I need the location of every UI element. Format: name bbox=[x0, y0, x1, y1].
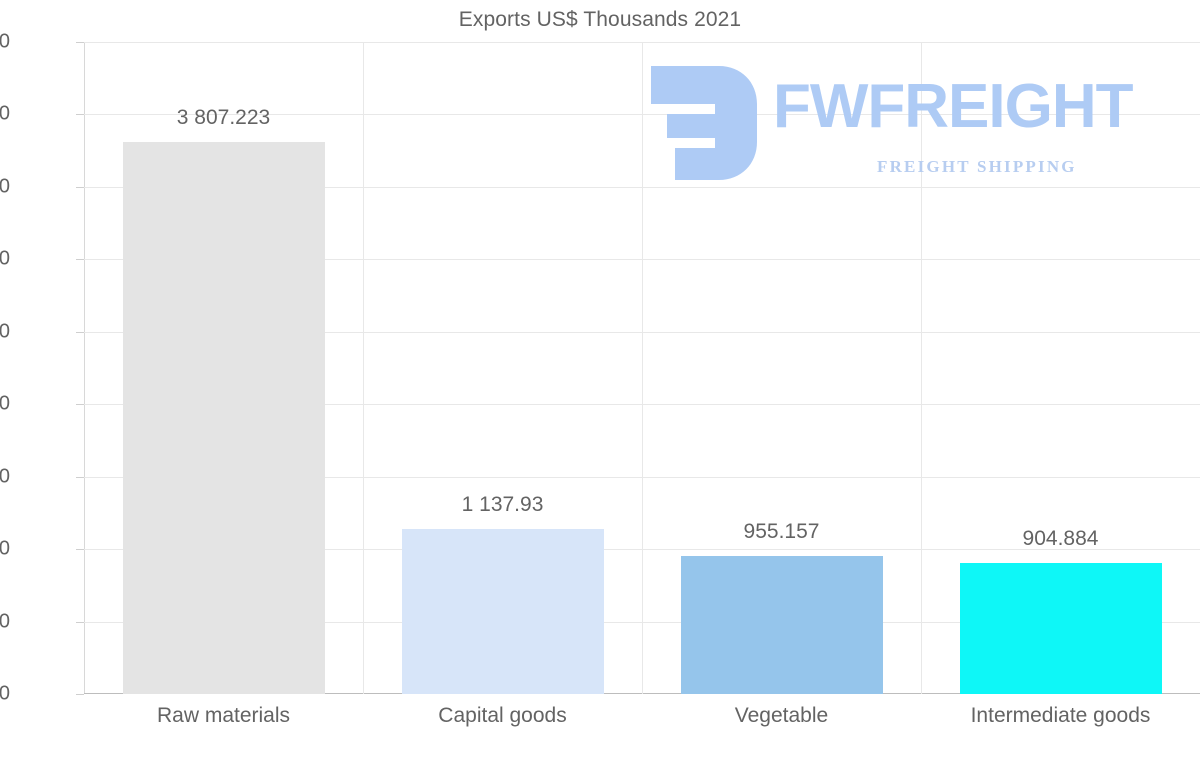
y-axis-tick-label: 4 000 bbox=[0, 102, 10, 125]
y-axis-tick-label: 3 000 bbox=[0, 247, 10, 270]
y-axis-tick-label: 500 bbox=[0, 610, 10, 633]
y-axis-tick-mark bbox=[76, 694, 84, 695]
bar-value-label: 3 807.223 bbox=[176, 106, 271, 130]
bar-2[interactable] bbox=[680, 555, 883, 694]
y-axis-tick-label: 2 000 bbox=[0, 392, 10, 415]
bar-3[interactable] bbox=[959, 562, 1162, 694]
gridline-vertical bbox=[642, 42, 643, 694]
y-axis-tick-mark bbox=[76, 114, 84, 116]
gridline-vertical bbox=[921, 42, 922, 694]
x-axis-tick-label: Raw materials bbox=[156, 704, 291, 727]
y-axis-tick-label: 0 bbox=[0, 682, 10, 705]
x-axis-tick-label: Intermediate goods bbox=[970, 704, 1151, 727]
y-axis-tick-label: 1 000 bbox=[0, 537, 10, 560]
x-axis-tick-label: Vegetable bbox=[734, 704, 829, 727]
x-axis-tick-label: Capital goods bbox=[438, 704, 567, 727]
y-axis-tick-label: 3 500 bbox=[0, 175, 10, 198]
y-axis-line bbox=[84, 42, 85, 694]
bar-value-label: 955.157 bbox=[743, 519, 820, 543]
gridline-vertical bbox=[363, 42, 364, 694]
y-axis-tick-mark bbox=[76, 259, 84, 261]
y-axis-tick-mark bbox=[76, 186, 84, 188]
y-axis-tick-mark bbox=[76, 549, 84, 551]
bar-0[interactable] bbox=[122, 142, 325, 694]
chart-title: Exports US$ Thousands 2021 bbox=[458, 8, 742, 31]
y-axis-tick-mark bbox=[76, 331, 84, 333]
y-axis-tick-mark bbox=[76, 621, 84, 623]
y-axis-tick-label: 2 500 bbox=[0, 320, 10, 343]
y-axis-tick-mark bbox=[76, 404, 84, 406]
y-axis-tick-label: 1 500 bbox=[0, 465, 10, 488]
bar-1[interactable] bbox=[401, 529, 604, 694]
y-axis-tick-label: 4 500 bbox=[0, 30, 10, 53]
bar-value-label: 1 137.93 bbox=[461, 493, 544, 517]
y-axis-tick-mark bbox=[76, 476, 84, 478]
bar-value-label: 904.884 bbox=[1022, 526, 1099, 550]
plot-area bbox=[76, 42, 1200, 695]
y-axis-tick-mark bbox=[76, 42, 84, 43]
